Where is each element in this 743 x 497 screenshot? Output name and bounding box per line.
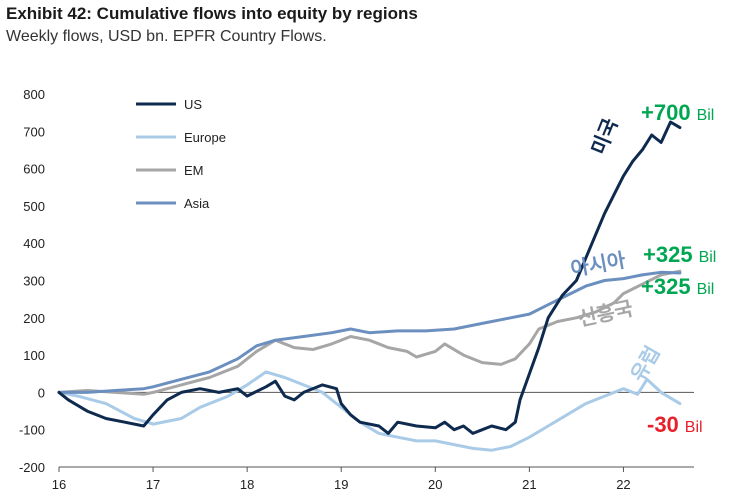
chart-axes: 800 700 600 500 400 300 200 100 0 -100 -200 16 17 18 1… <box>19 87 694 492</box>
legend-label-us: US <box>184 97 202 112</box>
y-tick-label: -100 <box>19 423 45 438</box>
annotation-europe-unit: Bil <box>685 419 703 436</box>
annotation-europe-korean: 유럽 <box>626 342 665 386</box>
annotation-us-value: +700 Bil <box>641 100 714 125</box>
annotation-us-number: +700 <box>641 100 691 125</box>
x-tick-label: 18 <box>240 477 254 492</box>
series-line-asia <box>57 270 682 394</box>
annotation-us-unit: Bil <box>697 107 715 124</box>
annotation-asia-number: +325 <box>643 242 693 267</box>
annotation-em-unit: Bil <box>697 281 715 298</box>
annotation-europe-number: -30 <box>647 412 679 437</box>
chart-legend: US Europe EM Asia <box>136 97 226 211</box>
annotation-em-value: +325 Bil <box>641 274 714 299</box>
annotation-asia-unit: Bil <box>699 249 717 266</box>
annotation-em-number: +325 <box>641 274 691 299</box>
legend-label-europe: Europe <box>184 130 226 145</box>
series-line-us <box>57 120 682 435</box>
series-line-em <box>57 269 682 396</box>
x-tick-label: 20 <box>428 477 442 492</box>
x-tick-label: 21 <box>522 477 536 492</box>
x-tick-label: 22 <box>616 477 630 492</box>
y-tick-label: -200 <box>19 460 45 475</box>
y-tick-label: 0 <box>38 385 45 400</box>
chart-subtitle: Weekly flows, USD bn. EPFR Country Flows… <box>6 28 327 45</box>
y-tick-label: 300 <box>23 274 45 289</box>
annotation-europe-value: -30 Bil <box>647 412 703 437</box>
annotation-us-korean: 미국 <box>586 115 622 158</box>
y-tick-label: 700 <box>23 124 45 139</box>
y-tick-label: 500 <box>23 199 45 214</box>
legend-label-asia: Asia <box>184 196 210 211</box>
y-tick-label: 200 <box>23 311 45 326</box>
chart-title: Exhibit 42: Cumulative flows into equity… <box>6 4 418 23</box>
x-tick-label: 19 <box>334 477 348 492</box>
y-tick-label: 600 <box>23 162 45 177</box>
annotation-em-korean: 신흥국 <box>576 296 635 331</box>
annotation-asia-korean: 아시아 <box>569 248 628 281</box>
annotation-asia-value: +325 Bil <box>643 242 716 267</box>
y-tick-label: 400 <box>23 236 45 251</box>
legend-label-em: EM <box>184 163 204 178</box>
y-tick-label: 800 <box>23 87 45 102</box>
x-tick-label: 17 <box>146 477 160 492</box>
series-line-europe <box>57 370 682 452</box>
x-tick-label: 16 <box>52 477 66 492</box>
y-tick-label: 100 <box>23 348 45 363</box>
chart-series <box>57 120 682 452</box>
